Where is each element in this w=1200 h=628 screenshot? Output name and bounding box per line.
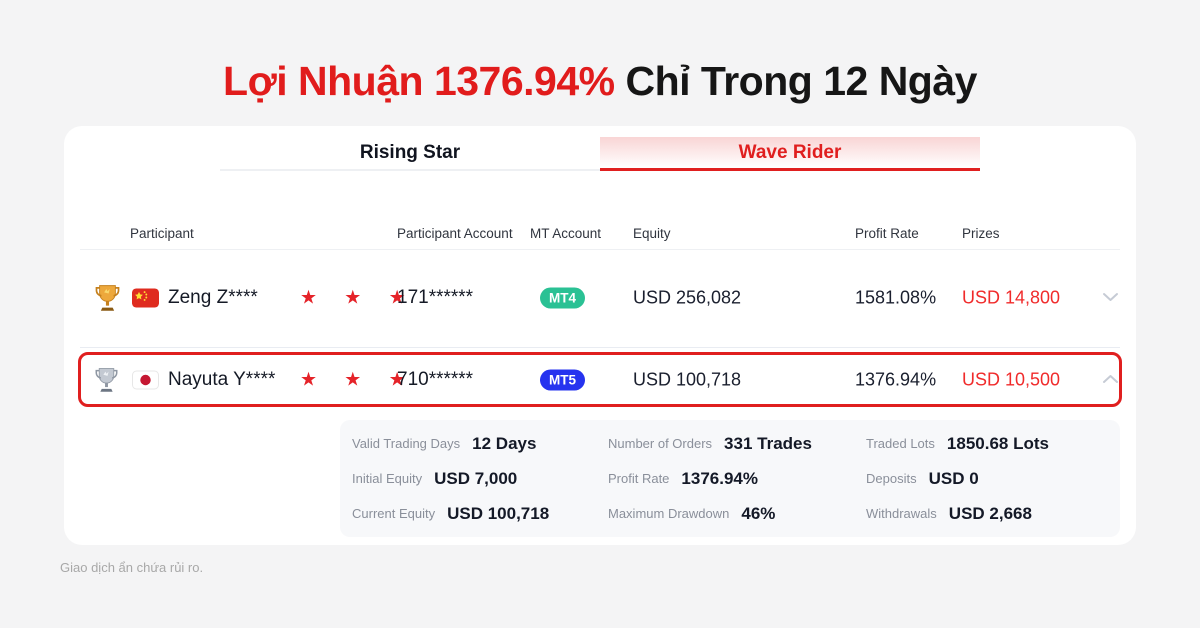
header-prizes: Prizes (962, 226, 1000, 241)
header-profit-rate: Profit Rate (855, 226, 919, 241)
header-mt-account: MT Account (530, 226, 602, 241)
flag-japan-icon (132, 370, 159, 389)
profit-rate-value: 1376.94% (855, 369, 937, 389)
participant-account: 710****** (397, 368, 474, 390)
table-row-rank2[interactable]: Nayuta Y**** ★ ★ ★ 710****** MT5 USD 100… (64, 352, 1136, 407)
detail-maximum-drawdown: Maximum Drawdown 46% (608, 503, 776, 523)
participant-account: 171****** (397, 287, 474, 308)
equity-value: USD 100,718 (633, 369, 742, 389)
detail-number-of-orders: Number of Orders 331 Trades (608, 433, 812, 453)
star-rating: ★ ★ ★ (300, 287, 417, 309)
chevron-down-icon[interactable] (1102, 289, 1119, 307)
detail-profit-rate: Profit Rate 1376.94% (608, 468, 758, 488)
header-participant: Participant (130, 226, 194, 241)
detail-current-equity: Current Equity USD 100,718 (352, 503, 550, 523)
tab-bar: Rising Star Wave Rider (220, 137, 980, 171)
page-title-highlight: Lợi Nhuận 1376.94% (223, 58, 615, 104)
page-title-rest: Chỉ Trong 12 Ngày (614, 58, 978, 104)
page-title: Lợi Nhuận 1376.94% Chỉ Trong 12 Ngày (0, 58, 1200, 105)
equity-value: USD 256,082 (633, 287, 742, 308)
chevron-up-icon[interactable] (1102, 371, 1119, 389)
leaderboard-card: Rising Star Wave Rider Participant Parti… (64, 126, 1136, 545)
participant-name: Nayuta Y**** (168, 368, 276, 390)
row-divider (80, 347, 1120, 348)
flag-china-icon (132, 288, 159, 308)
detail-withdrawals: Withdrawals USD 2,668 (866, 503, 1032, 523)
header-equity: Equity (633, 226, 671, 241)
risk-disclaimer: Giao dịch ẩn chứa rủi ro. (60, 560, 204, 575)
detail-traded-lots: Traded Lots 1850.68 Lots (866, 433, 1049, 453)
header-participant-account: Participant Account (397, 226, 513, 241)
mt4-badge: MT4 (540, 287, 585, 309)
trophy-silver-icon (94, 366, 119, 394)
profit-rate-value: 1581.08% (855, 287, 937, 308)
tab-rising-star[interactable]: Rising Star (220, 137, 600, 171)
detail-valid-trading-days: Valid Trading Days 12 Days (352, 433, 537, 453)
prize-value: USD 14,800 (962, 287, 1061, 308)
prize-value: USD 10,500 (962, 369, 1061, 389)
detail-deposits: Deposits USD 0 (866, 468, 979, 488)
star-rating: ★ ★ ★ (300, 369, 417, 390)
header-divider (80, 249, 1120, 250)
mt5-badge: MT5 (540, 369, 585, 390)
participant-name: Zeng Z**** (168, 287, 258, 308)
trophy-gold-icon (94, 283, 121, 313)
table-header: Participant Participant Account MT Accou… (64, 226, 1136, 250)
table-row-rank1[interactable]: Zeng Z**** ★ ★ ★ 171****** MT4 USD 256,0… (64, 249, 1136, 347)
detail-initial-equity: Initial Equity USD 7,000 (352, 468, 518, 488)
row-details-panel: Valid Trading Days 12 Days Initial Equit… (340, 420, 1120, 537)
tab-wave-rider[interactable]: Wave Rider (600, 137, 980, 171)
